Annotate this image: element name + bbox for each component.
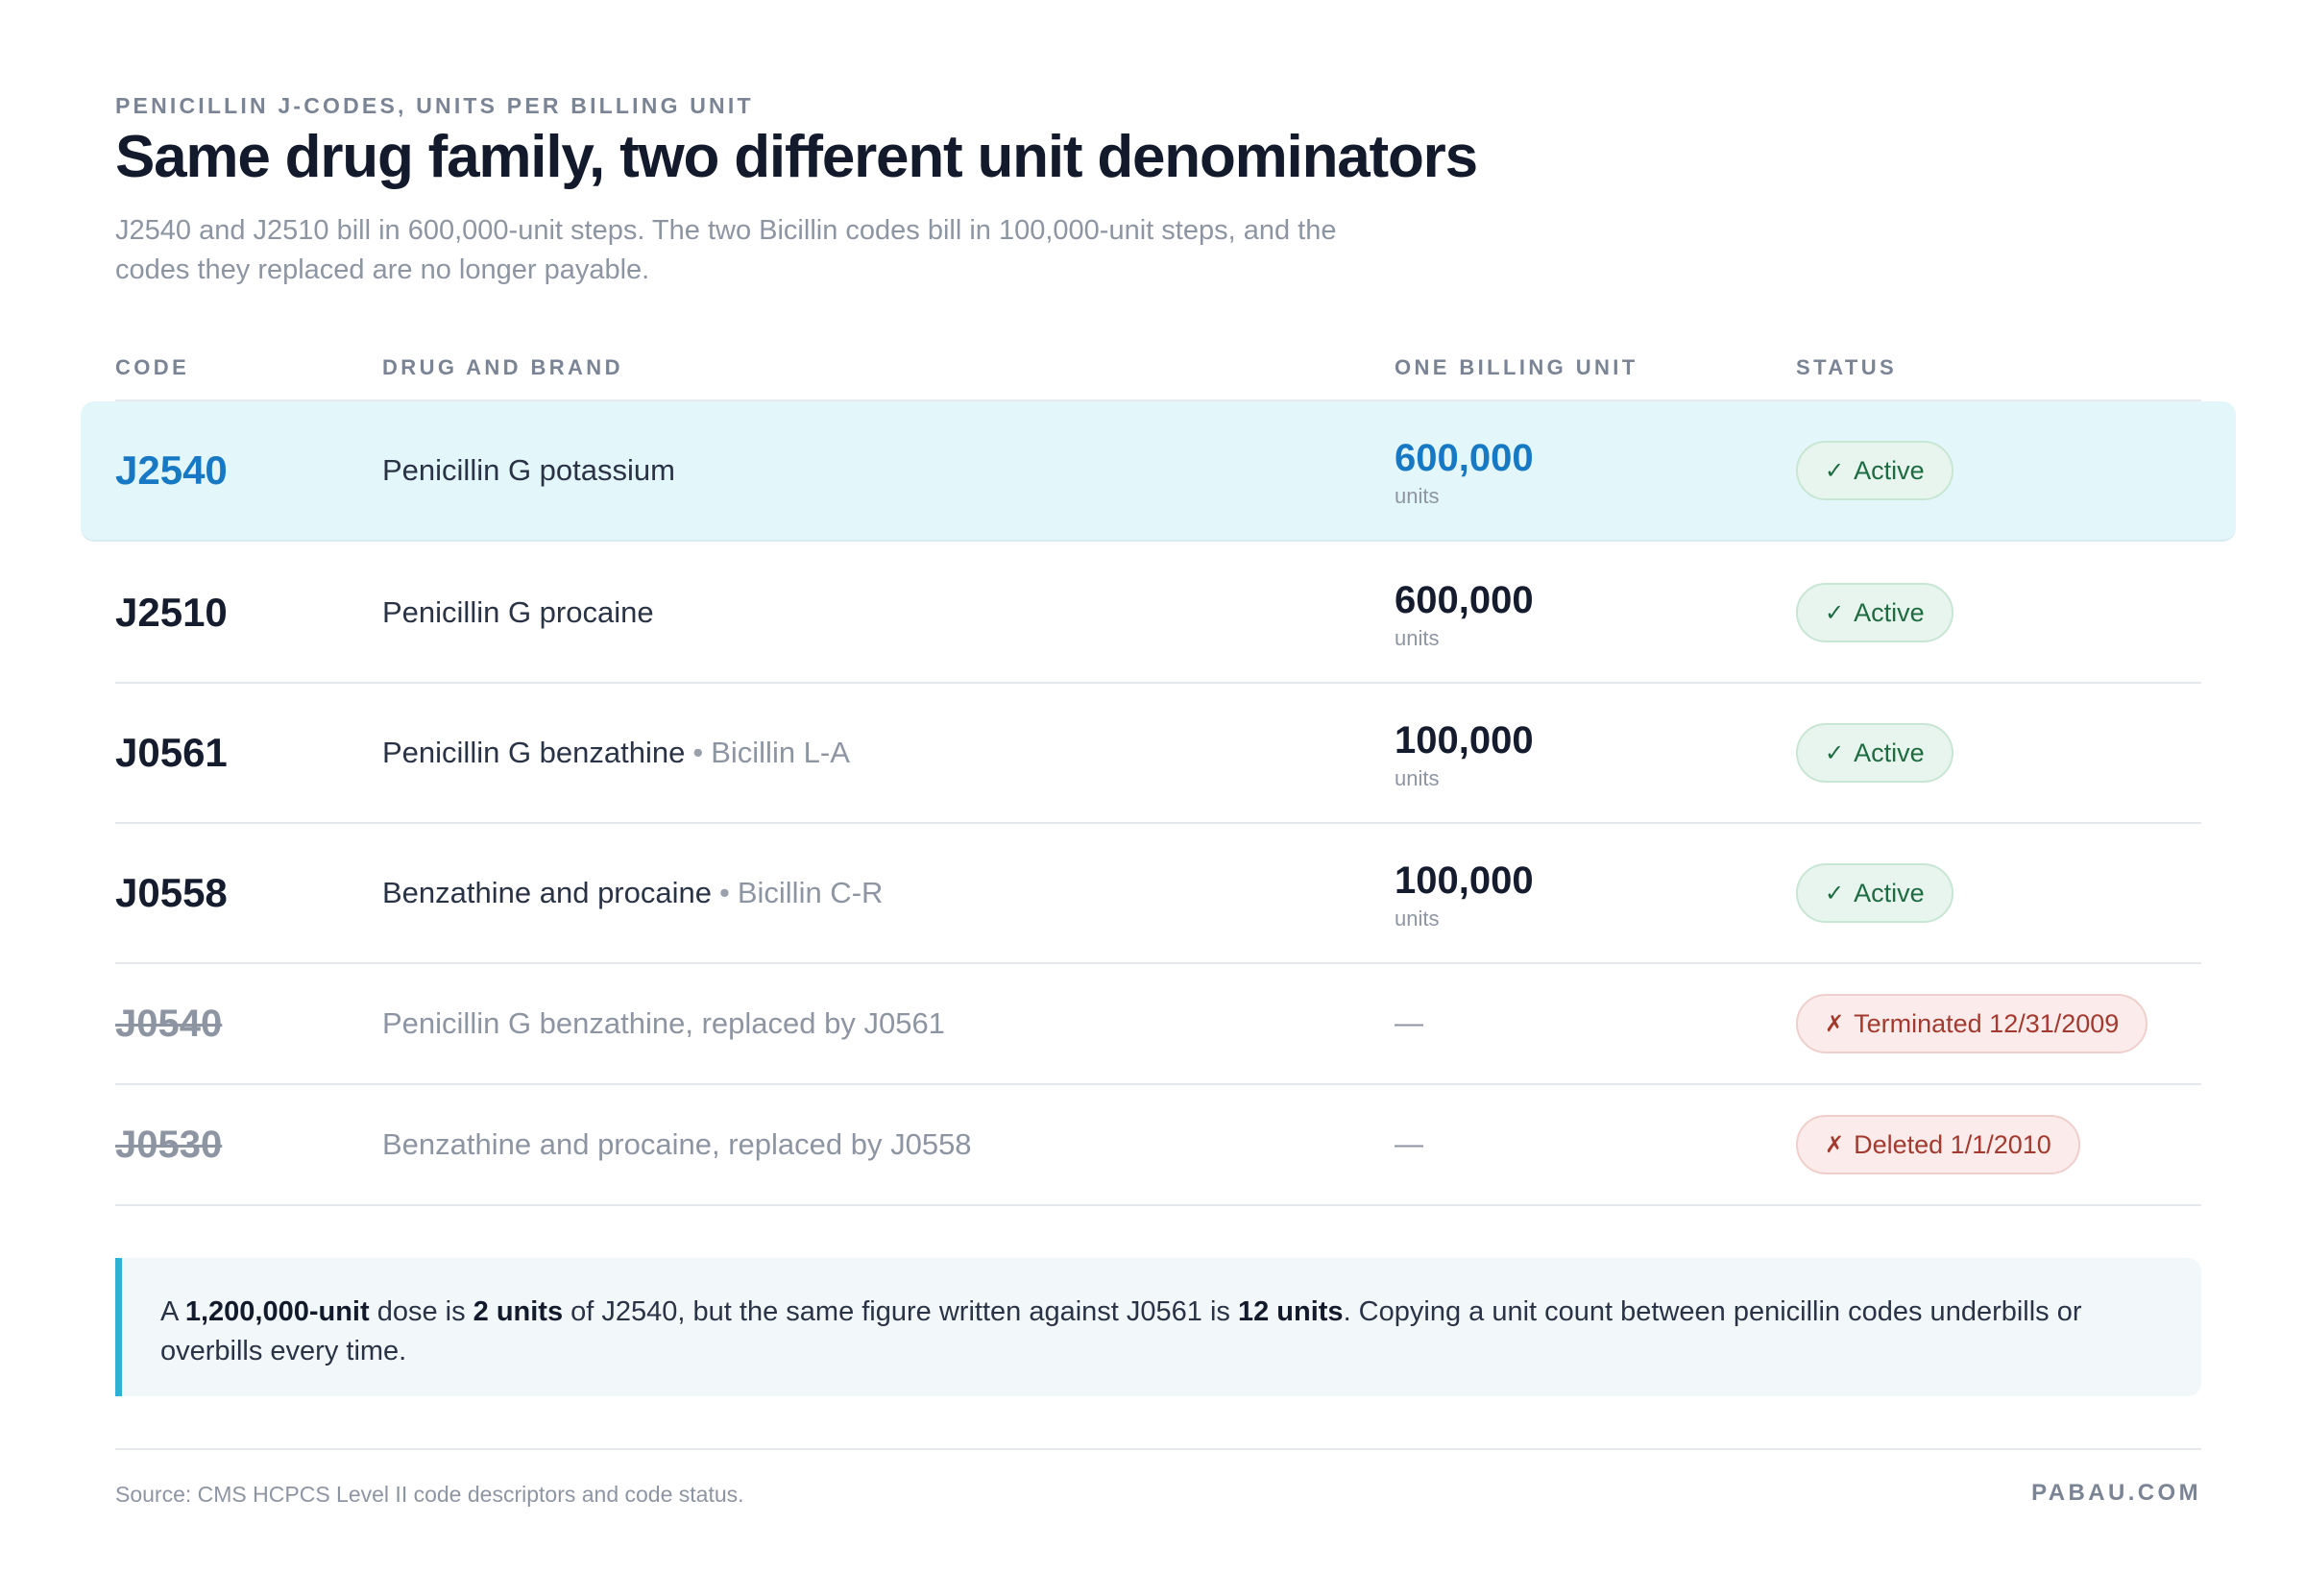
page-subtitle: J2540 and J2510 bill in 600,000-unit ste… — [115, 215, 1337, 285]
table-row-j0530: J0530 Benzathine and procaine, replaced … — [115, 1085, 2201, 1206]
cross-icon: ✗ — [1825, 1010, 1845, 1037]
drug-cell: Benzathine and procaine • Bicillin C-R — [382, 876, 884, 909]
page-title: Same drug family, two different unit den… — [115, 124, 1478, 190]
unit-label: units — [1395, 766, 1440, 790]
callout-note: A 1,200,000-unit dose is 2 units of J254… — [115, 1258, 2201, 1396]
status-cell: ✓ Active — [1796, 401, 1953, 540]
status-badge: ✓ Active — [1796, 723, 1953, 783]
check-icon: ✓ — [1825, 599, 1845, 626]
brand-name: Bicillin C-R — [737, 876, 884, 909]
status-badge: ✓ Active — [1796, 441, 1953, 500]
column-header-unit: ONE BILLING UNIT — [1395, 355, 1638, 379]
status-badge: ✗ Deleted 1/1/2010 — [1796, 1115, 2080, 1174]
unit-value: 600,000 — [1395, 437, 1534, 479]
unit-value: 600,000 — [1395, 579, 1534, 621]
source-note: Source: CMS HCPCS Level II code descript… — [115, 1482, 744, 1507]
brand-separator: • — [692, 736, 704, 769]
unit-cell: 600,000 units — [1395, 436, 1534, 509]
table-row-j0558: J0558 Benzathine and procaine • Bicillin C… — [115, 824, 2201, 964]
drug-cell: Penicillin G potassium — [382, 453, 675, 487]
code-cell: J0558 — [115, 870, 228, 915]
table-row-j0561: J0561 Penicillin G benzathine • Bicillin L… — [115, 684, 2201, 824]
check-icon: ✓ — [1825, 880, 1845, 907]
drug-cell: Benzathine and procaine, replaced by J05… — [382, 1127, 972, 1161]
header-divider — [115, 399, 2201, 401]
unit-value: 100,000 — [1395, 719, 1534, 762]
check-icon: ✓ — [1825, 739, 1845, 766]
cross-icon: ✗ — [1825, 1131, 1845, 1158]
code-cell: J0561 — [115, 730, 228, 775]
code-cell: J2510 — [115, 590, 228, 635]
brand-separator: • — [718, 876, 730, 909]
unit-label: units — [1395, 907, 1440, 931]
drug-cell: Penicillin G procaine — [382, 595, 654, 629]
status-badge: ✓ Active — [1796, 583, 1953, 642]
eyebrow: PENICILLIN J-CODES, UNITS PER BILLING UN… — [115, 93, 754, 118]
unit-value: 100,000 — [1395, 859, 1534, 902]
column-header-drug: DRUG AND BRAND — [382, 355, 623, 379]
status-cell: ✓ Active — [1796, 684, 1953, 822]
unit-cell: — — [1395, 1007, 1423, 1039]
status-badge: ✗ Terminated 12/31/2009 — [1796, 994, 2148, 1053]
status-cell: ✗ Deleted 1/1/2010 — [1796, 1085, 2080, 1204]
unit-cell: 100,000 units — [1395, 858, 1534, 931]
status-cell: ✓ Active — [1796, 824, 1953, 962]
status-badge: ✓ Active — [1796, 863, 1953, 923]
code-cell: J0540 — [115, 1002, 223, 1045]
table-row-j2510: J2510 Penicillin G procaine 600,000 unit… — [115, 544, 2201, 684]
check-icon: ✓ — [1825, 457, 1845, 484]
unit-label: units — [1395, 626, 1440, 650]
unit-label: units — [1395, 484, 1440, 508]
code-cell: J2540 — [115, 447, 228, 493]
unit-cell: 100,000 units — [1395, 718, 1534, 791]
footer-divider — [115, 1448, 2201, 1450]
column-header-status: STATUS — [1796, 355, 1898, 379]
drug-cell: Penicillin G benzathine • Bicillin L-A — [382, 736, 850, 769]
site-brand: PABAU.COM — [2031, 1480, 2201, 1506]
table-row-j0540: J0540 Penicillin G benzathine, replaced … — [115, 964, 2201, 1085]
unit-cell: — — [1395, 1128, 1423, 1160]
status-cell: ✗ Terminated 12/31/2009 — [1796, 964, 2148, 1083]
status-cell: ✓ Active — [1796, 544, 1953, 682]
code-cell: J0530 — [115, 1123, 223, 1166]
unit-cell: 600,000 units — [1395, 578, 1534, 651]
table-row-j2540: J2540 Penicillin G potassium 600,000 uni… — [81, 401, 2236, 542]
drug-cell: Penicillin G benzathine, replaced by J05… — [382, 1006, 945, 1040]
column-header-code: CODE — [115, 355, 190, 379]
brand-name: Bicillin L-A — [711, 736, 850, 769]
